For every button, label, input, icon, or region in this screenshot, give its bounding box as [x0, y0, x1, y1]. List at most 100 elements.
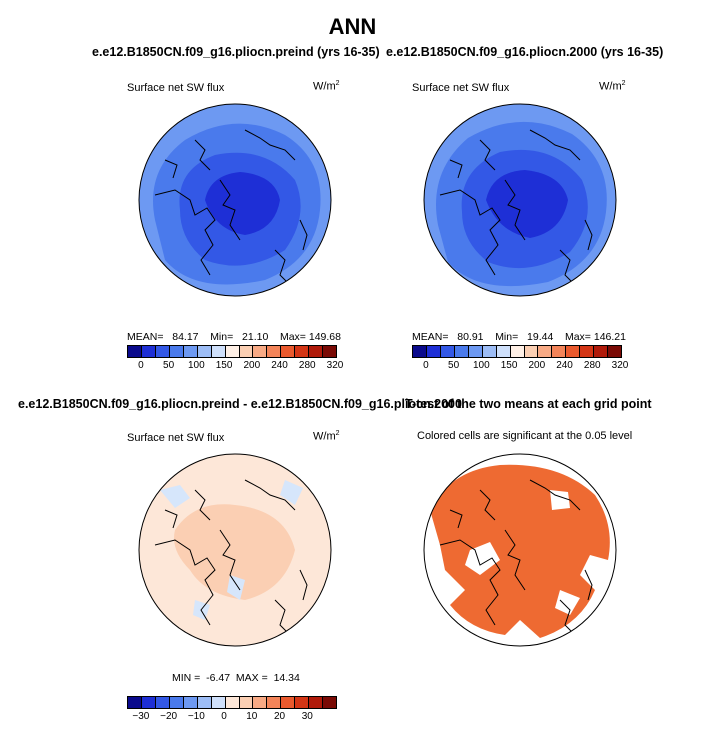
- colorbar-swatch: [295, 346, 310, 357]
- colorbar-tick-label: 50: [163, 360, 175, 371]
- colorbar-swatch: [309, 697, 324, 708]
- colorbar-swatch: [608, 346, 622, 357]
- colorbar-swatch: [183, 346, 198, 357]
- panel-2-coastlines: [439, 129, 593, 286]
- colorbar-swatch: [197, 346, 212, 357]
- panel-3-positive-field: [174, 504, 295, 600]
- panel-2-units: W/m2: [599, 80, 626, 93]
- colorbar-swatch: [211, 697, 226, 708]
- colorbar-swatch: [510, 346, 525, 357]
- panel-4-polar-map: [423, 453, 617, 647]
- colorbar-swatch: [225, 346, 240, 357]
- panel-3-stats: MIN = -6.47 MAX = 14.34: [172, 672, 300, 684]
- colorbar-swatch: [323, 346, 337, 357]
- panel-4-case-title: T-test of the two means at each grid poi…: [405, 397, 652, 411]
- colorbar-tick-label: 20: [273, 711, 286, 722]
- colorbar-tick-label: 200: [528, 360, 546, 371]
- colorbar-swatch: [524, 346, 539, 357]
- colorbar-swatch: [183, 697, 198, 708]
- panel-2-case-title: e.e12.B1850CN.f09_g16.pliocn.2000 (yrs 1…: [386, 45, 664, 59]
- colorbar-swatch: [253, 697, 268, 708]
- colorbar-swatch: [468, 346, 483, 357]
- colorbar-tick-label: 50: [448, 360, 460, 371]
- colorbar-tick-label: 100: [472, 360, 490, 371]
- colorbar-swatch: [295, 697, 310, 708]
- colorbar-tick-label: 100: [187, 360, 205, 371]
- colorbar-tick-label: −20: [160, 711, 178, 722]
- panel-4-subtitle: Colored cells are significant at the 0.0…: [417, 430, 633, 442]
- panel-2-stats: MEAN= 80.91 Min= 19.44 Max= 146.21: [412, 331, 626, 343]
- colorbar-tick-label: 150: [215, 360, 233, 371]
- colorbar-tick-label: 280: [583, 360, 601, 371]
- colorbar-swatch: [454, 346, 469, 357]
- panel-4-nonsignificant-patch-1: [465, 542, 500, 575]
- colorbar-swatch: [566, 346, 581, 357]
- colorbar-tick-label: 240: [556, 360, 573, 371]
- colorbar-swatch: [197, 697, 212, 708]
- colorbar-swatch: [267, 697, 282, 708]
- colorbar-swatch: [323, 697, 337, 708]
- colorbar-swatch: [141, 697, 156, 708]
- figure-title: ANN: [328, 14, 377, 39]
- panel-3-negative-patch-3: [227, 575, 245, 600]
- colorbar-swatch: [309, 346, 324, 357]
- panel-2-core-field: [486, 170, 568, 238]
- colorbar-tick-label: −30: [132, 711, 150, 722]
- panel-2-variable: Surface net SW flux: [412, 82, 510, 94]
- colorbar-tick-label: 30: [301, 711, 313, 722]
- panel-1-variable: Surface net SW flux: [127, 82, 225, 94]
- panel-1-stats: MEAN= 84.17 Min= 21.10 Max= 149.68: [127, 331, 341, 343]
- colorbar-tick-label: 240: [271, 360, 288, 371]
- colorbar-swatch: [281, 697, 296, 708]
- colorbar-swatch: [413, 346, 427, 357]
- panel-4-coastlines: [439, 479, 593, 636]
- colorbar-swatch: [128, 697, 142, 708]
- colorbar-tick-label: 150: [500, 360, 518, 371]
- colorbar-swatch: [440, 346, 455, 357]
- panel-4-nonsignificant-patch-3: [555, 590, 580, 615]
- panel-3-negative-patch-2: [280, 480, 303, 505]
- panel-1-polar-map: [138, 103, 332, 297]
- panel-2-polar-map: [423, 103, 617, 297]
- colorbar-tick-label: 0: [221, 711, 227, 722]
- colorbar-swatch: [496, 346, 511, 357]
- colorbar-swatch: [552, 346, 567, 357]
- panel-3-coastlines: [154, 479, 308, 636]
- colorbar-swatch: [482, 346, 497, 357]
- colorbar-swatch: [594, 346, 609, 357]
- colorbar-swatch: [155, 697, 170, 708]
- colorbar-tick-label: 200: [243, 360, 261, 371]
- colorbar-swatch: [253, 346, 268, 357]
- panel-1-core-field: [205, 172, 280, 235]
- colorbar-swatch: [211, 346, 226, 357]
- colorbar-swatch: [426, 346, 441, 357]
- colorbar-swatch: [155, 346, 170, 357]
- colorbar-swatch: [538, 346, 553, 357]
- panel-2-colorbar-ticks: 0 50 100 150 200 240 280 320: [412, 360, 628, 372]
- colorbar-tick-label: 0: [138, 360, 144, 371]
- colorbar-tick-label: 320: [326, 360, 344, 371]
- panel-3-variable: Surface net SW flux: [127, 432, 225, 444]
- colorbar-swatch: [128, 346, 142, 357]
- colorbar-swatch: [267, 346, 282, 357]
- colorbar-tick-label: −10: [187, 711, 205, 722]
- colorbar-swatch: [169, 697, 184, 708]
- panel-3-negative-patch-1: [160, 485, 190, 508]
- colorbar-swatch: [239, 346, 254, 357]
- panel-1-case-title: e.e12.B1850CN.f09_g16.pliocn.preind (yrs…: [92, 45, 380, 59]
- colorbar-swatch: [169, 346, 184, 357]
- panel-3-units: W/m2: [313, 430, 340, 443]
- colorbar-tick-label: 320: [611, 360, 629, 371]
- colorbar-tick-label: 10: [246, 711, 258, 722]
- panel-2-colorbar: [412, 345, 622, 358]
- panel-1-colorbar-ticks: 0 50 100 150 200 240 280 320: [127, 360, 343, 372]
- panel-3-polar-map: [138, 453, 332, 647]
- colorbar-swatch: [281, 346, 296, 357]
- colorbar-swatch: [239, 697, 254, 708]
- colorbar-tick-label: 0: [423, 360, 429, 371]
- panel-3-case-title: e.e12.B1850CN.f09_g16.pliocn.preind - e.…: [18, 397, 462, 411]
- colorbar-swatch: [141, 346, 156, 357]
- panel-3-colorbar-ticks: −30 −20 −10 0 10 20 30: [127, 711, 335, 723]
- colorbar-swatch: [225, 697, 240, 708]
- panel-1-coastlines: [154, 129, 308, 286]
